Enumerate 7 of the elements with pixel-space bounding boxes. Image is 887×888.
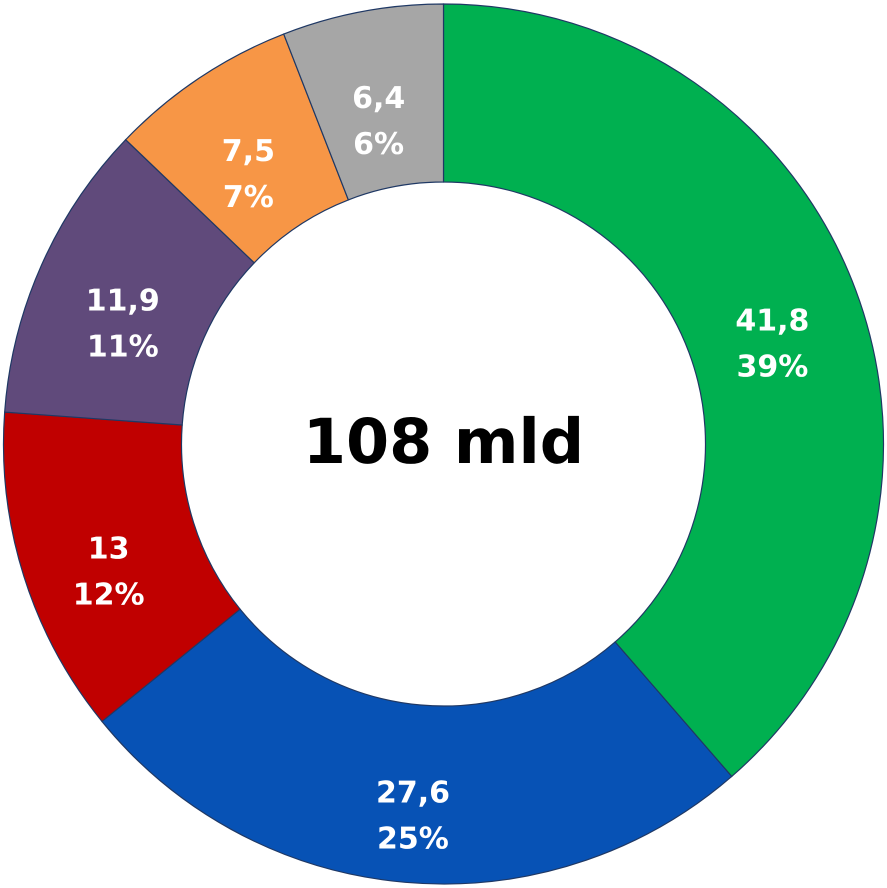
data-label: 11,9 11% <box>86 283 160 364</box>
text: 108 mld <box>302 405 584 478</box>
data-label: 27,6 25% <box>376 776 450 857</box>
data-label: 7,5 7% <box>222 134 275 216</box>
data-label: 13 12% <box>72 531 145 612</box>
data-label: 41,8 39% <box>735 303 810 384</box>
data-label: 6,4 6% <box>352 81 406 162</box>
